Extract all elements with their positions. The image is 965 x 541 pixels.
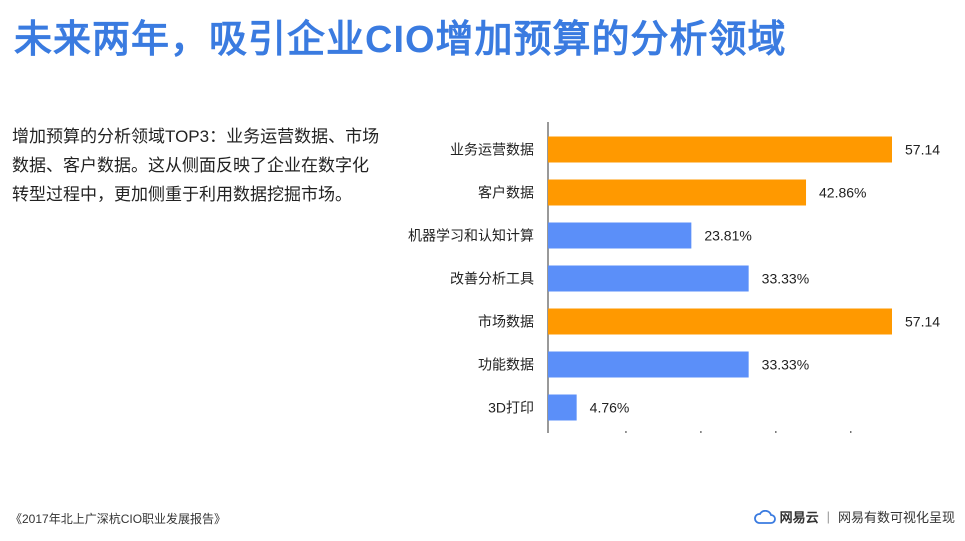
brand-tagline: 网易有数可视化呈现 bbox=[837, 510, 955, 525]
bar-1 bbox=[548, 179, 807, 206]
cloud-icon bbox=[753, 509, 776, 524]
bar-4 bbox=[548, 308, 892, 335]
data-label: 4.76% bbox=[590, 400, 630, 416]
data-label: 33.33% bbox=[762, 271, 809, 287]
footer-brand: 网易云 | 网易有数可视化呈现 bbox=[753, 507, 955, 526]
category-label: 客户数据 bbox=[478, 185, 534, 201]
category-label: 改善分析工具 bbox=[450, 271, 534, 287]
category-label: 功能数据 bbox=[478, 357, 534, 373]
data-label: 42.86% bbox=[819, 185, 866, 201]
bar-0 bbox=[548, 136, 892, 163]
category-label: 3D打印 bbox=[488, 400, 534, 416]
category-label: 业务运营数据 bbox=[450, 142, 534, 158]
bar-6 bbox=[548, 394, 577, 421]
brand-name: 网易云 bbox=[779, 510, 819, 525]
bar-chart: 业务运营数据 57.14% 客户数据 42.86% 机器学习和认知计算 23.81% 改善分… bbox=[408, 122, 940, 433]
bar-2 bbox=[548, 222, 692, 249]
source-note: 《2017年北上广深杭CIO职业发展报告》 bbox=[10, 512, 227, 526]
data-label: 23.81% bbox=[704, 228, 751, 244]
bar-5 bbox=[548, 351, 749, 378]
category-label: 机器学习和认知计算 bbox=[408, 228, 534, 244]
data-label: 33.33% bbox=[762, 357, 809, 373]
data-label: 57.14% bbox=[905, 142, 940, 158]
page-title: 未来两年，吸引企业CIO增加预算的分析领域 bbox=[14, 19, 787, 61]
footer-separator: | bbox=[826, 509, 830, 524]
category-label: 市场数据 bbox=[478, 314, 534, 330]
data-label: 57.14% bbox=[905, 314, 940, 330]
bar-3 bbox=[548, 265, 749, 292]
description-text: 增加预算的分析领域TOP3：业务运营数据、市场数据、客户数据。这从侧面反映了企业… bbox=[12, 127, 380, 204]
